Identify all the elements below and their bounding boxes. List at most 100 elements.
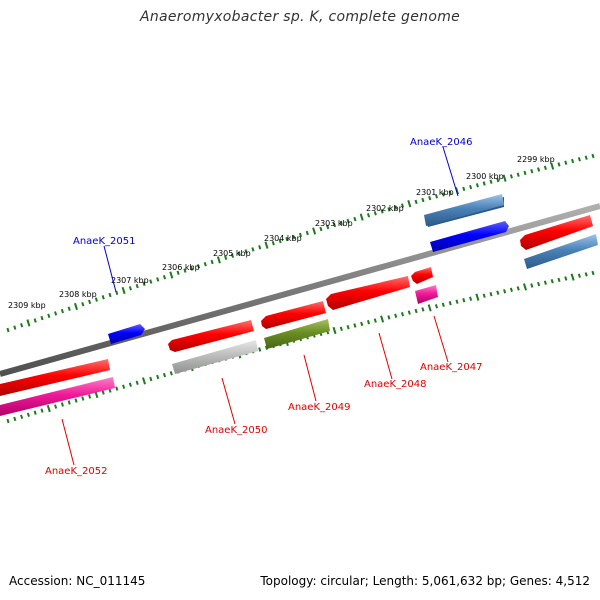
gene-anaek-2052[interactable] xyxy=(0,359,115,416)
scale-minor-tick xyxy=(13,416,17,422)
scale-minor-tick xyxy=(278,238,282,244)
gene-label[interactable]: AnaeK_2049 xyxy=(288,402,350,413)
scale-minor-tick xyxy=(346,324,350,330)
scale-minor-tick xyxy=(20,414,24,420)
tick-label: 2301 kbp xyxy=(416,188,454,197)
scale-minor-tick xyxy=(462,297,466,303)
scale-major-tick xyxy=(312,227,317,235)
scale-minor-tick xyxy=(74,398,78,403)
scale-minor-tick xyxy=(88,299,92,305)
scale-minor-tick xyxy=(339,220,343,226)
scale-minor-tick xyxy=(156,374,160,380)
scale-minor-tick xyxy=(448,300,452,306)
scale-minor-tick xyxy=(149,376,153,382)
scale-minor-tick xyxy=(353,216,357,222)
scale-minor-tick xyxy=(6,418,10,424)
scale-minor-tick xyxy=(176,270,180,276)
scale-minor-tick xyxy=(584,272,588,277)
tick-label: 2308 kbp xyxy=(59,290,97,299)
genome-summary: Topology: circular; Length: 5,061,632 bp… xyxy=(260,574,590,588)
scale-minor-tick xyxy=(503,289,507,294)
scale-major-tick xyxy=(121,286,126,295)
label-leader-lines xyxy=(61,146,459,466)
scale-minor-tick xyxy=(414,199,418,205)
scale-minor-tick xyxy=(571,158,575,164)
scale-minor-tick xyxy=(577,157,581,162)
scale-minor-tick xyxy=(101,390,105,395)
gene-label[interactable]: AnaeK_2052 xyxy=(45,466,107,477)
gene-label[interactable]: AnaeK_2050 xyxy=(205,425,267,436)
scale-minor-tick xyxy=(448,190,452,195)
gene-label[interactable]: AnaeK_2048 xyxy=(364,379,426,390)
gene-right-edge[interactable] xyxy=(520,215,598,269)
tick-label: 2305 kbp xyxy=(213,249,251,258)
scale-minor-tick xyxy=(591,270,595,276)
scale-minor-tick xyxy=(54,404,58,409)
scale-minor-tick xyxy=(537,167,541,172)
scale-major-tick xyxy=(46,404,51,413)
scale-minor-tick xyxy=(47,313,51,319)
gene-anaek-2049[interactable] xyxy=(261,301,330,349)
scale-minor-tick xyxy=(462,186,466,192)
gene-label[interactable]: AnaeK_2046 xyxy=(410,137,472,148)
scale-minor-tick xyxy=(387,207,391,212)
map-title: Anaeromyxobacter sp. K, complete genome xyxy=(139,9,461,25)
scale-minor-tick xyxy=(475,183,479,188)
gene-anaek-2051[interactable] xyxy=(108,324,145,344)
scale-minor-tick xyxy=(108,388,112,393)
scale-minor-tick xyxy=(366,212,371,218)
scale-minor-tick xyxy=(557,277,561,283)
scale-minor-tick xyxy=(543,165,547,171)
scale-minor-tick xyxy=(292,234,296,240)
tick-label: 2307 kbp xyxy=(111,276,149,285)
scale-minor-tick xyxy=(516,286,520,291)
scale-minor-tick xyxy=(128,286,132,291)
scale-minor-tick xyxy=(162,274,167,280)
scale-minor-tick xyxy=(298,232,303,238)
scale-major-tick xyxy=(74,302,78,311)
gene-anaek-2046[interactable] xyxy=(424,194,509,252)
gene-anaek-2047[interactable] xyxy=(411,267,438,304)
scale-minor-tick xyxy=(319,226,323,232)
scale-tick-labels: 2299 kbp 2300 kbp 2301 kbp 2302 kbp 2303… xyxy=(8,155,555,310)
scale-minor-tick xyxy=(94,297,98,302)
scale-major-tick xyxy=(26,319,31,327)
scale-minor-tick xyxy=(584,155,588,160)
scale-minor-tick xyxy=(421,307,425,312)
scale-minor-tick xyxy=(40,408,44,413)
scale-major-tick xyxy=(570,273,575,281)
scale-minor-tick xyxy=(67,400,71,405)
scale-minor-tick xyxy=(564,276,568,281)
scale-minor-tick xyxy=(115,386,119,391)
scale-minor-tick xyxy=(135,380,139,386)
scale-minor-tick xyxy=(441,192,445,197)
scale-minor-tick xyxy=(128,382,132,387)
scale-minor-tick xyxy=(81,396,85,401)
scale-minor-tick xyxy=(60,308,64,314)
gene-anaek-2048[interactable] xyxy=(326,276,410,310)
scale-minor-tick xyxy=(366,319,371,325)
scale-minor-tick xyxy=(346,218,350,224)
scale-minor-tick xyxy=(407,310,411,315)
tick-label: 2304 kbp xyxy=(264,234,302,243)
scale-minor-tick xyxy=(326,224,330,230)
scale-minor-tick xyxy=(258,245,262,250)
gene-label[interactable]: AnaeK_2047 xyxy=(420,362,482,373)
scale-minor-tick xyxy=(162,372,167,378)
scale-minor-tick xyxy=(577,273,581,278)
scale-minor-tick xyxy=(373,211,377,216)
scale-minor-tick xyxy=(224,255,228,261)
tick-label: 2306 kbp xyxy=(162,263,200,272)
gene-label[interactable]: AnaeK_2051 xyxy=(73,236,135,247)
scale-minor-tick xyxy=(108,292,112,298)
scale-minor-tick xyxy=(516,172,520,177)
scale-minor-tick xyxy=(469,184,473,190)
scale-minor-tick xyxy=(434,304,439,309)
scale-minor-tick xyxy=(537,281,541,287)
scale-major-tick xyxy=(407,200,412,208)
gene-anaek-2050[interactable] xyxy=(168,320,258,374)
scale-minor-tick xyxy=(54,311,58,316)
scale-minor-tick xyxy=(421,197,425,203)
scale-minor-tick xyxy=(496,290,500,295)
scale-minor-tick xyxy=(88,394,92,399)
